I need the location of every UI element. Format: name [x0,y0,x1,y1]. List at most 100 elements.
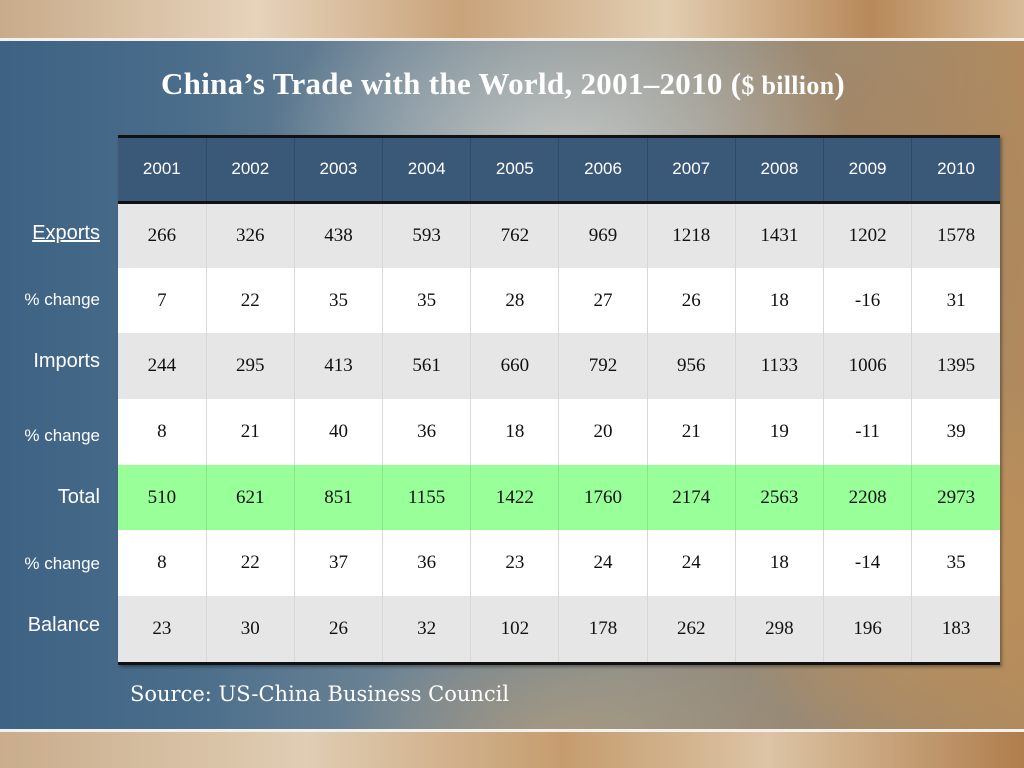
table-cell: 326 [206,202,295,268]
table-cell: 956 [647,333,736,400]
table-cell: 1006 [823,333,913,400]
table-cell: 2563 [735,464,825,531]
table-cell: 438 [294,202,384,268]
table-cell: 244 [118,333,207,400]
table-cell: 2174 [647,464,736,531]
table-cell: 1155 [382,464,472,531]
source-note: Source: US-China Business Council [130,682,510,706]
table-cell: 36 [382,399,472,465]
top-divider [0,38,1024,41]
table-cell: 1218 [647,202,736,268]
table-row-exports-change: 7 22 35 35 28 27 26 18 -16 31 [118,267,1000,334]
table-cell: 295 [206,333,295,400]
table-cell: 30 [206,596,295,662]
top-decorative-band [0,0,1024,38]
row-label-exports[interactable]: Exports [32,222,100,244]
table-cell: -11 [823,399,913,465]
table-cell: 1578 [911,202,1000,268]
table-cell: 24 [558,530,648,597]
table-cell: 20 [558,399,648,465]
table-row-balance: 23 30 26 32 102 178 262 298 196 183 [118,596,1000,662]
table-cell: 19 [735,399,825,465]
header-row: 2001 2002 2003 2004 2005 2006 2007 2008 … [118,138,1000,204]
table-cell: 266 [118,202,207,268]
row-label-imports-change: % change [24,426,100,445]
table-cell: 39 [911,399,1000,465]
trade-table: 2001 2002 2003 2004 2005 2006 2007 2008 … [118,135,1000,665]
table-cell: 27 [558,267,648,334]
table-cell: 21 [647,399,736,465]
table-cell: 37 [294,530,384,597]
table-cell: 178 [558,596,648,662]
table-cell: 8 [118,530,207,597]
title-unit: $ billion [741,71,835,100]
table-cell: 2208 [823,464,913,531]
year-header: 2002 [206,138,295,204]
table-cell: 21 [206,399,295,465]
title-close: ) [834,66,846,101]
slide-title: China’s Trade with the World, 2001–2010 … [0,66,1006,102]
table-cell: 26 [294,596,384,662]
table-cell: 593 [382,202,472,268]
table-cell: -16 [823,267,913,334]
table-cell: 35 [294,267,384,334]
table-cell: 851 [294,464,384,531]
table-cell: 35 [911,530,1000,597]
table-cell: 660 [470,333,560,400]
table-row-total-change: 8 22 37 36 23 24 24 18 -14 35 [118,530,1000,597]
table-row-imports-change: 8 21 40 36 18 20 21 19 -11 39 [118,399,1000,465]
table-cell: 510 [118,464,207,531]
table-row-total: 510 621 851 1155 1422 1760 2174 2563 220… [118,464,1000,531]
table-cell: 561 [382,333,472,400]
table-cell: 28 [470,267,560,334]
table-cell: 23 [470,530,560,597]
year-header: 2007 [647,138,736,204]
table-cell: 183 [911,596,1000,662]
table-cell: 621 [206,464,295,531]
table-cell: 40 [294,399,384,465]
row-label-total-change: % change [24,554,100,573]
table-cell: 762 [470,202,560,268]
table-cell: 1133 [735,333,825,400]
table-cell: 2973 [911,464,1000,531]
table-cell: 1395 [911,333,1000,400]
table-cell: 1202 [823,202,913,268]
year-header: 2008 [735,138,825,204]
row-label-balance: Balance [27,614,100,636]
table-cell: 36 [382,530,472,597]
table-cell: 22 [206,267,295,334]
table-cell: 298 [735,596,825,662]
row-label-exports-change: % change [24,290,100,309]
table-cell: 196 [823,596,913,662]
table-cell: 7 [118,267,207,334]
table-cell: 969 [558,202,648,268]
year-header: 2003 [294,138,384,204]
table-row-imports: 244 295 413 561 660 792 956 1133 1006 13… [118,333,1000,400]
table-cell: 26 [647,267,736,334]
year-header: 2004 [382,138,472,204]
title-main: China’s Trade with the World, 2001–2010 … [160,66,742,101]
year-header: 2009 [823,138,913,204]
bottom-decorative-band [0,732,1024,768]
table-cell: 8 [118,399,207,465]
row-label-total: Total [57,486,100,508]
table-cell: 1431 [735,202,825,268]
table-cell: 18 [735,530,825,597]
year-header: 2006 [558,138,648,204]
table-cell: 22 [206,530,295,597]
year-header: 2010 [911,138,1000,204]
table-cell: 1422 [470,464,560,531]
table-cell: -14 [823,530,913,597]
table-cell: 31 [911,267,1000,334]
table-cell: 1760 [558,464,648,531]
table-cell: 24 [647,530,736,597]
year-header: 2001 [118,138,207,204]
table-row-exports: 266 326 438 593 762 969 1218 1431 1202 1… [118,202,1000,268]
row-label-imports: Imports [33,350,100,372]
table-cell: 23 [118,596,207,662]
trade-table-grid: 2001 2002 2003 2004 2005 2006 2007 2008 … [118,138,1000,662]
table-cell: 413 [294,333,384,400]
table-cell: 102 [470,596,560,662]
table-cell: 262 [647,596,736,662]
table-cell: 18 [470,399,560,465]
